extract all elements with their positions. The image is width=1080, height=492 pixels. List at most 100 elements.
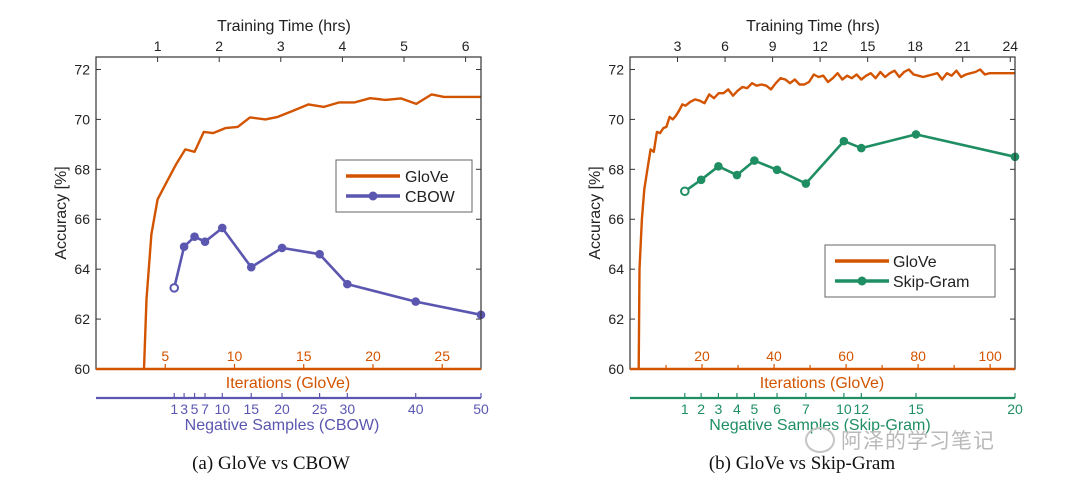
secondary-tick-label: 50 (473, 401, 489, 417)
secondary-tick-label: 7 (201, 401, 209, 417)
legend-label-cbow: CBOW (405, 189, 456, 206)
secondary-tick-label: 20 (274, 401, 290, 417)
secondary-tick-label: 3 (715, 401, 723, 417)
caption-a: (a) GloVe vs CBOW (192, 453, 350, 474)
top-tick-label: 15 (860, 38, 876, 54)
top-tick-label: 18 (907, 38, 923, 54)
bottom-tick-label: 20 (365, 348, 381, 364)
y-axis-ticks: 60 62 64 66 68 70 72 (74, 61, 481, 377)
bottom-tick-label: 20 (694, 348, 710, 364)
top-tick-label: 21 (955, 38, 971, 54)
secondary-tick-label: 1 (681, 401, 689, 417)
bottom-axis-title: Iterations (GloVe) (226, 375, 351, 392)
top-axis-title: Training Time (hrs) (217, 18, 351, 35)
y-tick-label: 60 (608, 361, 624, 377)
secondary-tick-label: 5 (191, 401, 199, 417)
y-axis-ticks: 60 62 64 66 68 70 72 (608, 61, 1015, 377)
secondary-tick-label: 12 (854, 401, 870, 417)
bottom-tick-label: 60 (838, 348, 854, 364)
y-tick-label: 62 (608, 311, 624, 327)
data-point-skipgram (750, 156, 759, 165)
top-tick-label: 24 (1002, 38, 1018, 54)
data-point-cbow (246, 262, 256, 272)
y-tick-label: 66 (74, 211, 90, 227)
secondary-tick-label: 1 (170, 401, 178, 417)
series-layer (637, 68, 1020, 370)
top-tick-label: 2 (215, 38, 223, 54)
secondary-axis: 1 2 3 4 5 6 7 10 12 15 20 (630, 393, 1023, 417)
chart-glove-vs-cbow: Training Time (hrs) 1 2 3 4 5 6 60 62 64 66 68 70 7… (53, 18, 489, 474)
bottom-tick-label: 80 (910, 348, 926, 364)
legend-marker-skipgram (857, 276, 867, 286)
top-axis-ticks: 1 2 3 4 5 6 (154, 38, 470, 62)
top-tick-label: 6 (721, 38, 729, 54)
wechat-icon (805, 427, 835, 453)
y-tick-label: 72 (608, 61, 624, 77)
series-line-skipgram (684, 133, 1016, 193)
secondary-tick-label: 40 (408, 401, 424, 417)
secondary-tick-label: 3 (180, 401, 188, 417)
data-point-cbow (169, 283, 180, 293)
bottom-tick-label: 10 (227, 348, 243, 364)
y-tick-label: 66 (608, 211, 624, 227)
secondary-tick-label: 7 (802, 401, 810, 417)
legend-marker-cbow (368, 191, 378, 201)
secondary-axis: 1 3 5 7 10 15 20 25 30 40 50 (96, 393, 489, 417)
bottom-tick-label: 5 (161, 348, 169, 364)
secondary-tick-label: 6 (773, 401, 781, 417)
top-tick-label: 1 (154, 38, 162, 54)
bottom-tick-label: 100 (978, 348, 1002, 364)
data-point-skipgram (714, 162, 723, 171)
top-tick-label: 3 (277, 38, 285, 54)
data-point-skipgram (801, 179, 811, 188)
watermark: 阿泽的学习笔记 (805, 425, 995, 455)
secondary-tick-label: 25 (312, 401, 328, 417)
bottom-axis-ticks: 5 10 15 20 25 (96, 348, 481, 371)
y-tick-label: 68 (608, 161, 624, 177)
secondary-tick-label: 30 (340, 401, 356, 417)
legend-label-glove: GloVe (893, 254, 937, 271)
series-line-cbow (172, 226, 482, 317)
data-point-cbow (179, 242, 189, 251)
y-axis-title: Accuracy [%] (587, 166, 604, 259)
top-tick-label: 6 (462, 38, 470, 54)
top-axis-title: Training Time (hrs) (746, 18, 880, 35)
data-point-skipgram (839, 136, 849, 146)
legend: GloVe Skip-Gram (824, 244, 996, 298)
data-point-cbow (411, 297, 421, 306)
secondary-tick-label: 10 (214, 401, 230, 417)
secondary-tick-label: 2 (697, 401, 705, 417)
y-tick-label: 72 (74, 61, 90, 77)
secondary-tick-label: 15 (243, 401, 259, 417)
y-tick-label: 70 (74, 111, 90, 127)
watermark-text: 阿泽的学习笔记 (841, 429, 995, 453)
data-point-skipgram (696, 175, 706, 185)
y-tick-label: 70 (608, 111, 624, 127)
data-point-cbow (343, 279, 352, 289)
data-point-skipgram (772, 165, 782, 175)
y-tick-label: 62 (74, 311, 90, 327)
top-tick-label: 3 (674, 38, 682, 54)
chart-glove-vs-skipgram: Training Time (hrs) 3 6 9 12 15 18 21 24 606264… (587, 18, 1023, 474)
plot-frame (95, 56, 482, 370)
secondary-tick-label: 10 (836, 401, 852, 417)
data-point-cbow (200, 237, 210, 247)
series-layer (142, 93, 486, 370)
bottom-tick-label: 25 (434, 348, 450, 364)
legend-label-glove: GloVe (405, 169, 449, 186)
secondary-tick-label: 15 (908, 401, 924, 417)
y-tick-label: 60 (74, 361, 90, 377)
data-point-cbow (315, 249, 324, 259)
top-axis-ticks: 3 6 9 12 15 18 21 24 (674, 38, 1018, 62)
data-point-cbow (217, 223, 227, 233)
secondary-tick-label: 4 (733, 401, 741, 417)
data-point-cbow (277, 243, 287, 253)
bottom-axis-ticks: 20 40 60 80 100 (630, 348, 1015, 371)
caption-b: (b) GloVe vs Skip-Gram (709, 453, 896, 474)
legend-box (824, 244, 996, 298)
data-point-skipgram (680, 186, 690, 197)
bottom-tick-label: 15 (296, 348, 312, 364)
secondary-tick-label: 5 (750, 401, 758, 417)
secondary-axis-title: Negative Samples (CBOW) (185, 417, 380, 434)
y-axis-title: Accuracy [%] (53, 166, 70, 259)
